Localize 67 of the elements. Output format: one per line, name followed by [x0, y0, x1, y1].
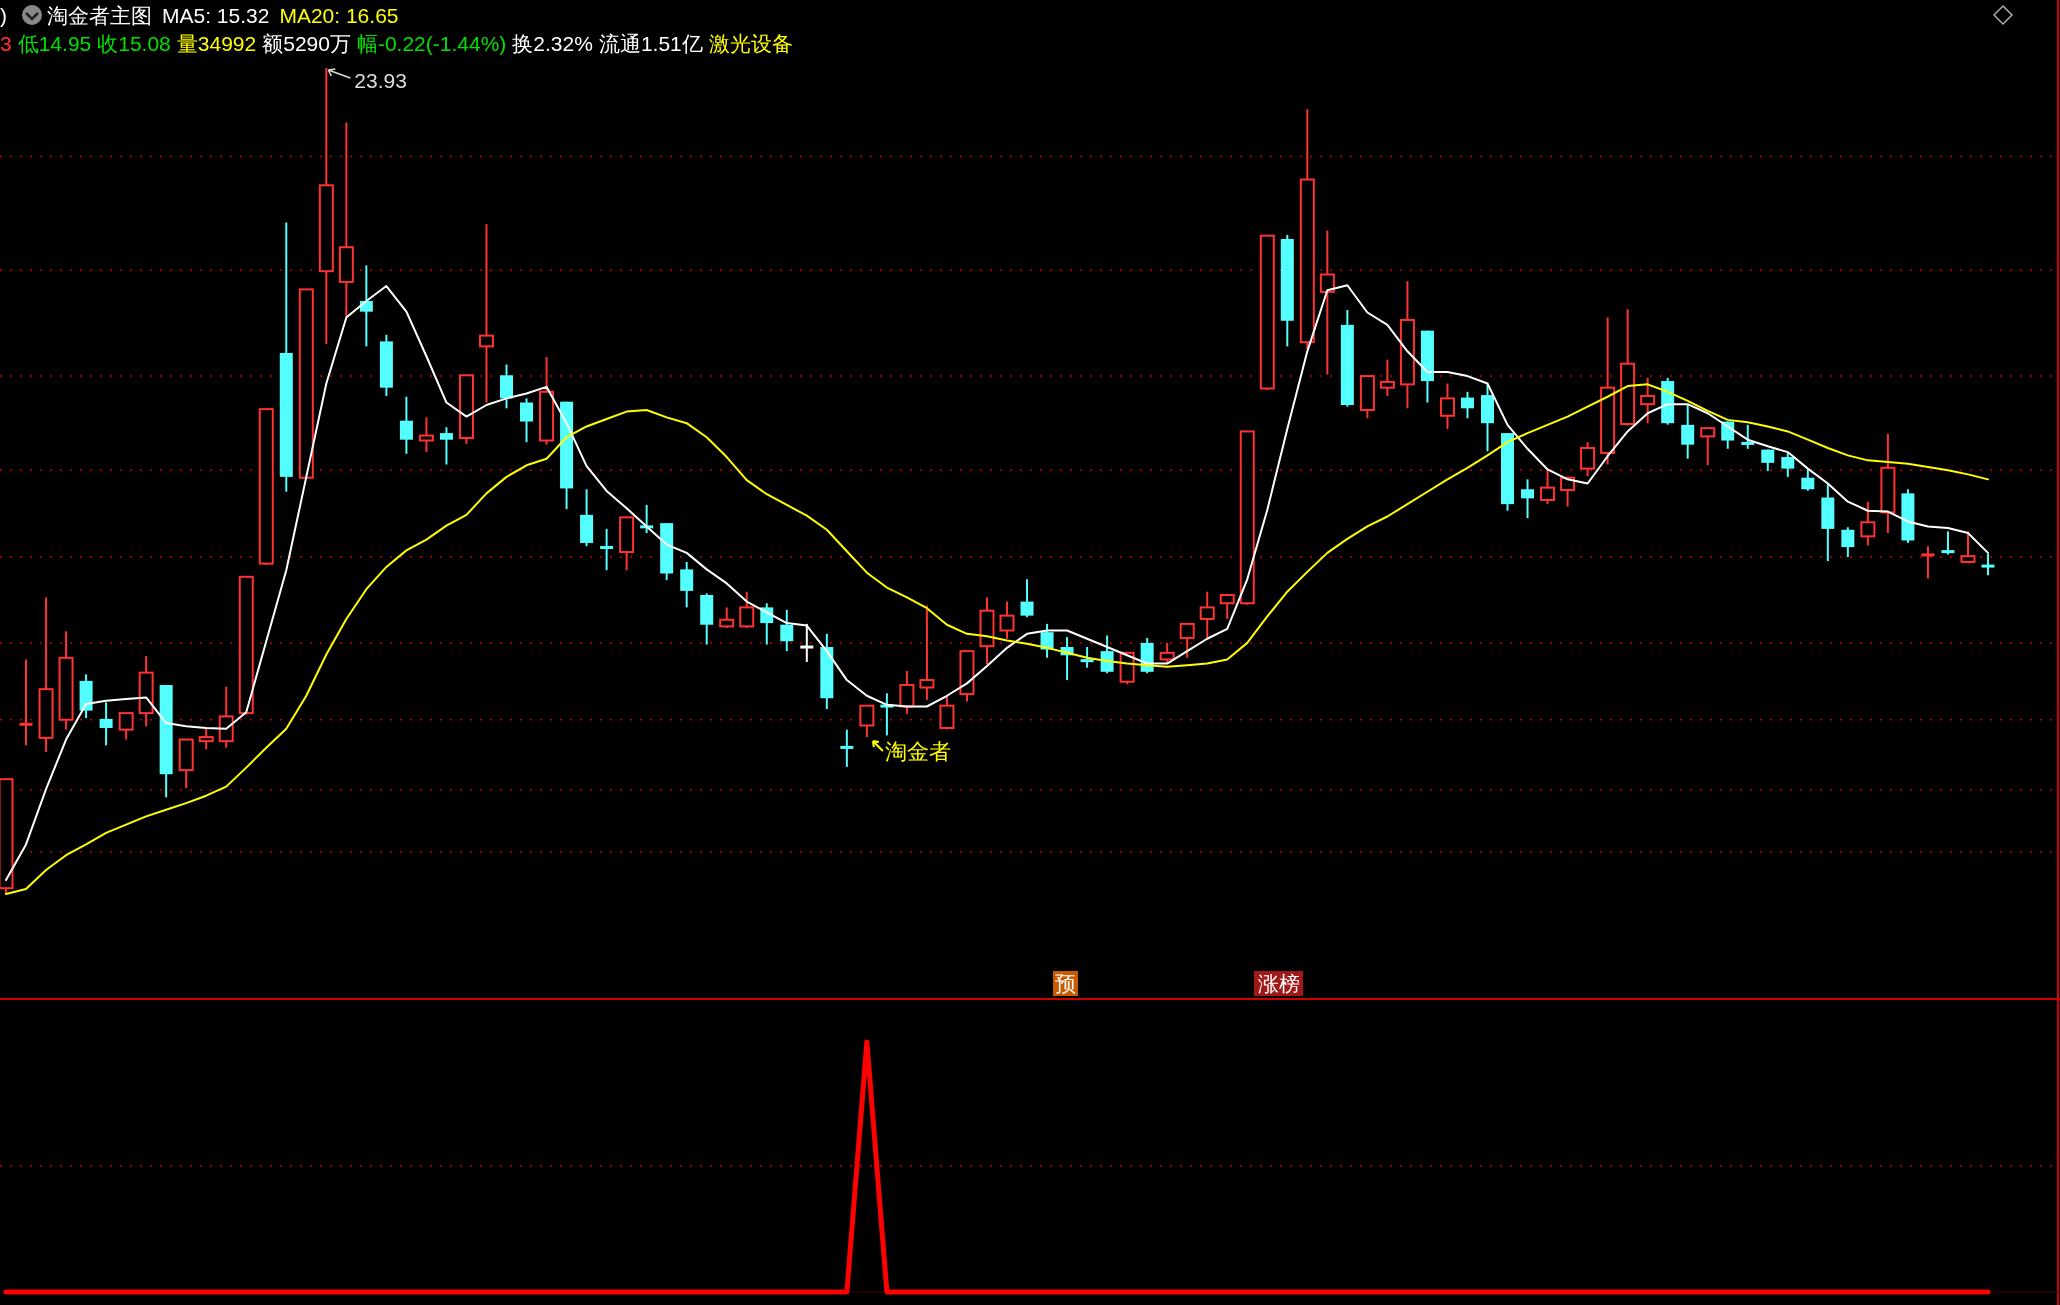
- text: 量34992: [176, 32, 257, 55]
- candlestick: [1860, 500, 1876, 547]
- candlestick: [118, 712, 134, 741]
- candlestick: [1580, 441, 1596, 478]
- candlestick: [19, 658, 33, 747]
- candlestick: [1379, 358, 1395, 397]
- candlestick: [1540, 468, 1556, 506]
- text: 流通1.51亿: [598, 32, 703, 55]
- candlestick: [418, 416, 434, 454]
- text: MA20: 16.65: [279, 4, 399, 27]
- candlestick: [939, 694, 955, 731]
- text: 涨榜: [1257, 972, 1300, 995]
- text: 收15.08: [97, 32, 171, 55]
- candlestick: [1681, 403, 1695, 460]
- annotation: 23.93: [354, 69, 407, 92]
- candlestick: [99, 701, 113, 747]
- candlestick: [500, 363, 514, 410]
- candlestick: [1841, 526, 1855, 558]
- text: 3: [0, 32, 12, 55]
- candlestick: [600, 527, 614, 572]
- candlestick: [1521, 478, 1535, 520]
- chart-title: 淘金者主图: [47, 4, 152, 27]
- candlestick: [1781, 451, 1795, 478]
- annotation: 淘金者: [884, 739, 951, 765]
- candlestick: [520, 397, 534, 444]
- text: 低14.95: [17, 32, 92, 55]
- candlestick: [399, 395, 413, 455]
- text: 幅-0.22(-1.44%): [356, 32, 507, 55]
- candlestick: [1741, 423, 1755, 450]
- candlestick: [719, 606, 735, 630]
- candlestick: [1460, 390, 1474, 420]
- candlestick: [1199, 590, 1215, 641]
- candlestick: [1921, 545, 1935, 580]
- candlestick: [1439, 382, 1455, 430]
- candlestick: [1159, 641, 1175, 665]
- candlestick: [1020, 578, 1034, 619]
- text: 预: [1055, 972, 1076, 995]
- candlestick: [999, 600, 1015, 640]
- candlestick: [1080, 646, 1094, 669]
- candlestick: [198, 727, 214, 751]
- candlestick: [1700, 427, 1716, 467]
- candlestick: [1981, 552, 1995, 577]
- candlestick: [899, 669, 915, 715]
- candlestick: [840, 728, 854, 768]
- candlestick: [1640, 376, 1656, 425]
- text: 额5290万: [262, 32, 351, 55]
- candlestick: [1219, 593, 1235, 620]
- text: ): [0, 4, 7, 27]
- candlestick: [1100, 634, 1114, 675]
- text: 换2.32%: [512, 32, 593, 55]
- candlestick: [1941, 530, 1955, 556]
- text: 激光设备: [708, 32, 793, 55]
- candlestick: [1319, 229, 1335, 376]
- candlestick: [439, 426, 453, 466]
- text: MA5: 15.32: [162, 4, 270, 27]
- candlestick: [359, 264, 373, 348]
- candlestick: [800, 622, 814, 663]
- candlestick: [1040, 622, 1054, 659]
- candlestick: [1960, 530, 1976, 565]
- candlestick: [1801, 468, 1815, 492]
- candlestick: [478, 223, 494, 404]
- candlestick: [1179, 622, 1195, 659]
- candlestick: [780, 608, 794, 653]
- candlestick: [739, 590, 755, 629]
- candlestick: [919, 604, 935, 701]
- candlestick: [680, 560, 694, 609]
- candlestick: [859, 704, 875, 739]
